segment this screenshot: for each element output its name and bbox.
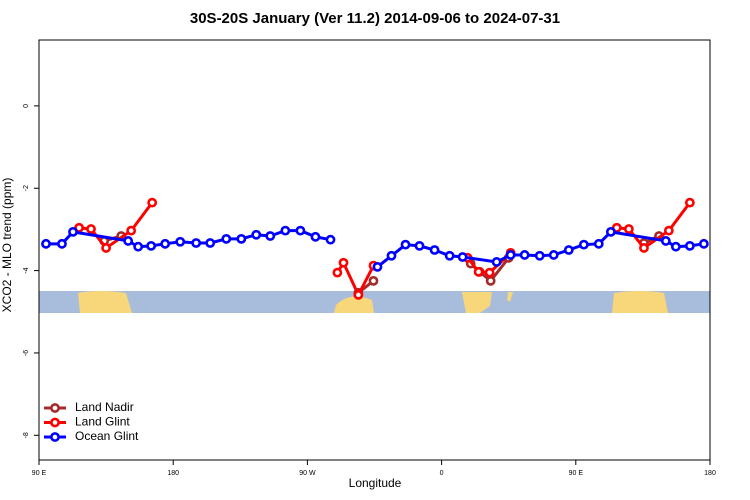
x-tick-label: 90 W — [299, 470, 316, 477]
data-point — [280, 225, 291, 236]
y-tick-label: -2 — [23, 185, 30, 191]
map-band — [39, 291, 710, 313]
data-point — [429, 245, 440, 255]
data-point — [414, 240, 425, 251]
data-point — [133, 241, 144, 252]
data-point — [473, 266, 484, 277]
y-axis-label: XCO2 - MLO trend (ppm) — [0, 178, 14, 313]
data-point — [147, 197, 158, 208]
data-point — [221, 233, 232, 244]
data-point — [265, 231, 276, 241]
y-tick-label: -8 — [23, 432, 30, 438]
data-point — [251, 229, 262, 240]
x-tick-label: 180 — [167, 470, 179, 477]
data-point — [123, 236, 134, 246]
data-point — [663, 225, 674, 236]
data-point — [623, 224, 634, 234]
data-point — [41, 238, 51, 249]
data-point — [605, 226, 616, 237]
x-tick-label: 90 E — [32, 470, 47, 477]
data-point — [353, 289, 364, 300]
legend-marker — [50, 432, 60, 442]
y-tick-label: -4 — [23, 267, 30, 273]
data-point — [400, 239, 411, 250]
data-point — [372, 261, 383, 272]
series-line — [78, 201, 692, 299]
data-point — [444, 250, 455, 261]
data-point — [175, 236, 186, 247]
data-point — [236, 233, 247, 244]
data-point — [698, 238, 709, 249]
data-point — [670, 241, 681, 252]
data-point — [484, 267, 495, 278]
data-point — [191, 238, 202, 248]
data-point — [126, 225, 137, 236]
x-tick-label: 0 — [440, 470, 444, 477]
data-point — [457, 252, 468, 262]
chart-title: 30S-20S January (Ver 11.2) 2014-09-06 to… — [190, 10, 560, 27]
plot-frame — [38, 39, 711, 461]
data-point — [205, 238, 216, 248]
data-point — [639, 243, 649, 253]
legend-marker — [50, 417, 60, 428]
data-point — [485, 275, 496, 286]
y-tick-label: 0 — [23, 104, 30, 108]
data-point — [332, 267, 343, 278]
data-point — [505, 250, 516, 260]
data-point — [491, 257, 502, 267]
legend-label: Land Glint — [75, 415, 130, 429]
legend-label: Land Nadir — [75, 400, 134, 414]
x-tick-label: 180 — [704, 470, 716, 477]
y-tick-label: -6 — [23, 350, 30, 356]
data-point — [578, 239, 589, 250]
data-point — [368, 275, 379, 286]
data-point — [563, 245, 574, 255]
data-point — [660, 236, 671, 246]
legend-marker — [50, 403, 60, 413]
legend-label: Ocean Glint — [75, 429, 139, 443]
x-axis-label: Longitude — [349, 476, 402, 490]
data-point — [310, 231, 321, 242]
data-point — [57, 238, 67, 249]
data-point — [68, 226, 78, 237]
data-point — [548, 250, 559, 260]
data-point — [338, 257, 349, 268]
data-point — [295, 225, 306, 236]
data-point — [519, 250, 530, 260]
data-point — [101, 243, 111, 253]
data-point — [325, 234, 336, 245]
data-point — [160, 238, 171, 249]
data-point — [593, 238, 604, 249]
x-tick-label: 90 E — [569, 470, 584, 477]
data-point — [386, 250, 397, 261]
data-point — [684, 240, 695, 251]
data-point — [86, 224, 96, 234]
data-point — [146, 240, 157, 251]
data-point — [534, 250, 545, 261]
data-point — [684, 197, 695, 208]
